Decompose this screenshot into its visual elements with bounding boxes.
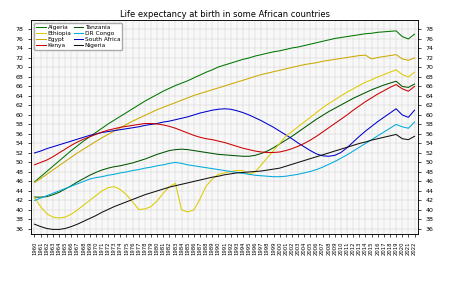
South Africa: [210, 109, 215, 112]
Kenya: [393, 83, 399, 86]
Tanzania: [393, 80, 399, 83]
Nigeria: [154, 189, 160, 193]
Tanzania: [412, 82, 417, 86]
Algeria: [32, 180, 37, 184]
Kenya: [136, 123, 141, 126]
DR Congo: [32, 199, 37, 202]
Algeria: [412, 32, 417, 36]
Egypt: [32, 181, 37, 184]
DR Congo: [412, 120, 417, 124]
DR Congo: [148, 166, 154, 169]
Line: Tanzania: Tanzania: [35, 81, 414, 197]
Kenya: [32, 163, 37, 166]
South Africa: [412, 109, 417, 112]
Line: Algeria: Algeria: [35, 31, 414, 182]
Line: Ethiopia: Ethiopia: [35, 70, 414, 218]
Algeria: [148, 96, 154, 99]
DR Congo: [406, 127, 411, 130]
Kenya: [210, 138, 215, 141]
Algeria: [295, 45, 301, 49]
Tanzania: [222, 153, 227, 156]
Ethiopia: [32, 196, 37, 199]
DR Congo: [136, 168, 141, 171]
Tanzania: [406, 86, 411, 89]
Ethiopia: [216, 173, 221, 176]
Line: DR Congo: DR Congo: [35, 122, 414, 200]
Algeria: [136, 103, 141, 107]
Ethiopia: [154, 199, 160, 203]
Egypt: [210, 88, 215, 91]
Algeria: [406, 37, 411, 41]
Nigeria: [50, 228, 56, 231]
Ethiopia: [406, 75, 411, 79]
Egypt: [295, 64, 301, 68]
Kenya: [412, 85, 417, 88]
Egypt: [412, 56, 417, 60]
Algeria: [222, 63, 227, 67]
Ethiopia: [142, 207, 148, 211]
Line: Nigeria: Nigeria: [35, 135, 414, 229]
Tanzania: [295, 130, 301, 134]
South Africa: [148, 123, 154, 126]
Tanzania: [148, 155, 154, 158]
Ethiopia: [228, 170, 233, 173]
Kenya: [148, 122, 154, 125]
Egypt: [393, 53, 399, 56]
Line: Egypt: Egypt: [35, 55, 414, 182]
DR Congo: [222, 169, 227, 172]
Nigeria: [406, 138, 411, 141]
Egypt: [148, 111, 154, 114]
Legend: Algeria, Ethiopia, Egypt, Kenya, Tanzania, DR Congo, South Africa, Nigeria: Algeria, Ethiopia, Egypt, Kenya, Tanzani…: [34, 23, 123, 50]
Nigeria: [412, 135, 417, 138]
Tanzania: [32, 196, 37, 199]
Egypt: [406, 59, 411, 62]
South Africa: [326, 154, 331, 158]
Algeria: [210, 68, 215, 72]
Ethiopia: [412, 70, 417, 74]
South Africa: [406, 116, 411, 119]
Tanzania: [136, 159, 141, 163]
Nigeria: [142, 193, 148, 196]
Kenya: [295, 144, 301, 148]
South Africa: [228, 107, 233, 111]
Nigeria: [393, 133, 399, 136]
Line: South Africa: South Africa: [35, 109, 414, 156]
Tanzania: [210, 152, 215, 155]
Kenya: [406, 89, 411, 93]
Ethiopia: [56, 216, 62, 220]
Ethiopia: [301, 120, 307, 124]
Ethiopia: [393, 68, 399, 72]
South Africa: [301, 145, 307, 148]
Nigeria: [301, 159, 307, 162]
DR Congo: [210, 167, 215, 170]
Nigeria: [216, 174, 221, 178]
South Africa: [32, 151, 37, 155]
Nigeria: [32, 223, 37, 226]
Line: Kenya: Kenya: [35, 85, 414, 165]
Egypt: [222, 84, 227, 88]
South Africa: [222, 107, 227, 111]
Egypt: [136, 117, 141, 120]
Kenya: [222, 141, 227, 144]
South Africa: [136, 125, 141, 129]
Title: Life expectancy at birth in some African countries: Life expectancy at birth in some African…: [119, 10, 330, 19]
Algeria: [393, 29, 399, 32]
DR Congo: [295, 173, 301, 176]
Nigeria: [228, 172, 233, 176]
